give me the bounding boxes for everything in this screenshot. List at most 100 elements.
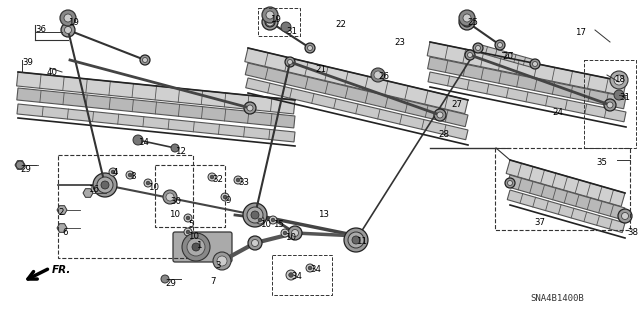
- Text: 31: 31: [619, 93, 630, 102]
- Text: 24: 24: [552, 108, 563, 117]
- Circle shape: [271, 218, 275, 222]
- Bar: [155, 165, 225, 227]
- Text: 40: 40: [47, 68, 58, 77]
- Circle shape: [305, 43, 315, 53]
- Circle shape: [459, 10, 475, 26]
- Polygon shape: [17, 72, 295, 114]
- Circle shape: [281, 22, 291, 32]
- Circle shape: [285, 57, 295, 67]
- Circle shape: [109, 168, 117, 176]
- Text: 22: 22: [335, 20, 346, 29]
- Circle shape: [143, 57, 147, 63]
- Circle shape: [252, 240, 259, 247]
- Circle shape: [467, 53, 472, 57]
- Text: 13: 13: [318, 210, 329, 219]
- Circle shape: [355, 233, 362, 240]
- Polygon shape: [57, 206, 67, 214]
- Circle shape: [614, 90, 624, 100]
- Text: 3: 3: [215, 261, 221, 270]
- Circle shape: [247, 207, 263, 223]
- Circle shape: [463, 18, 471, 26]
- Text: 27: 27: [451, 100, 462, 109]
- Circle shape: [283, 231, 287, 235]
- Circle shape: [184, 228, 192, 236]
- Text: 14: 14: [138, 138, 149, 147]
- Text: 31: 31: [286, 27, 297, 36]
- Circle shape: [165, 194, 173, 202]
- Text: 7: 7: [210, 277, 216, 286]
- Text: 10: 10: [285, 233, 296, 242]
- Text: 32: 32: [212, 175, 223, 184]
- Circle shape: [99, 179, 111, 191]
- Text: 29: 29: [165, 279, 176, 288]
- Text: 19: 19: [270, 15, 281, 24]
- Circle shape: [133, 135, 143, 145]
- Text: 23: 23: [394, 38, 405, 47]
- Polygon shape: [428, 57, 626, 109]
- Circle shape: [269, 216, 277, 224]
- Circle shape: [111, 170, 115, 174]
- Circle shape: [163, 190, 177, 204]
- Circle shape: [140, 55, 150, 65]
- Circle shape: [614, 75, 624, 85]
- Polygon shape: [83, 189, 93, 197]
- Circle shape: [604, 99, 616, 111]
- Text: 26: 26: [378, 72, 389, 81]
- Circle shape: [621, 212, 628, 219]
- Circle shape: [286, 270, 296, 280]
- Circle shape: [508, 181, 513, 186]
- Circle shape: [234, 176, 242, 184]
- Circle shape: [288, 226, 302, 240]
- Circle shape: [532, 62, 538, 66]
- Text: 10: 10: [148, 183, 159, 192]
- FancyBboxPatch shape: [173, 232, 232, 262]
- Circle shape: [287, 60, 292, 64]
- Circle shape: [289, 273, 293, 277]
- Circle shape: [463, 14, 471, 22]
- Bar: [58, 155, 193, 258]
- Circle shape: [187, 238, 205, 256]
- Circle shape: [256, 216, 264, 224]
- Polygon shape: [244, 48, 468, 114]
- Circle shape: [182, 233, 210, 261]
- Circle shape: [462, 17, 472, 27]
- Circle shape: [459, 14, 475, 30]
- Text: 4: 4: [113, 168, 118, 177]
- Circle shape: [166, 193, 174, 201]
- Circle shape: [144, 179, 152, 187]
- Circle shape: [266, 18, 274, 26]
- Polygon shape: [508, 190, 625, 233]
- Circle shape: [244, 102, 256, 114]
- Circle shape: [306, 264, 314, 272]
- Text: 2: 2: [58, 208, 63, 217]
- Polygon shape: [506, 160, 625, 206]
- Polygon shape: [15, 161, 25, 169]
- Text: 10: 10: [260, 220, 271, 229]
- Circle shape: [168, 195, 172, 199]
- Circle shape: [262, 7, 278, 23]
- Circle shape: [249, 209, 261, 221]
- Circle shape: [243, 203, 267, 227]
- Circle shape: [217, 256, 227, 266]
- Circle shape: [437, 112, 443, 118]
- Polygon shape: [428, 72, 626, 122]
- Text: 30: 30: [170, 197, 181, 206]
- Circle shape: [192, 243, 200, 251]
- Circle shape: [505, 178, 515, 188]
- Circle shape: [247, 105, 253, 111]
- Polygon shape: [476, 44, 535, 68]
- Text: 34: 34: [310, 265, 321, 274]
- Circle shape: [497, 42, 502, 48]
- Text: 20: 20: [502, 52, 513, 61]
- Circle shape: [291, 229, 298, 236]
- Text: 10: 10: [188, 232, 199, 241]
- Text: 11: 11: [356, 237, 367, 246]
- Circle shape: [352, 236, 360, 244]
- Circle shape: [308, 266, 312, 270]
- Polygon shape: [507, 175, 625, 219]
- Text: SNA4B1400B: SNA4B1400B: [530, 294, 584, 303]
- Text: 25: 25: [467, 18, 478, 27]
- Circle shape: [465, 50, 475, 60]
- Circle shape: [60, 10, 76, 26]
- Circle shape: [65, 26, 72, 33]
